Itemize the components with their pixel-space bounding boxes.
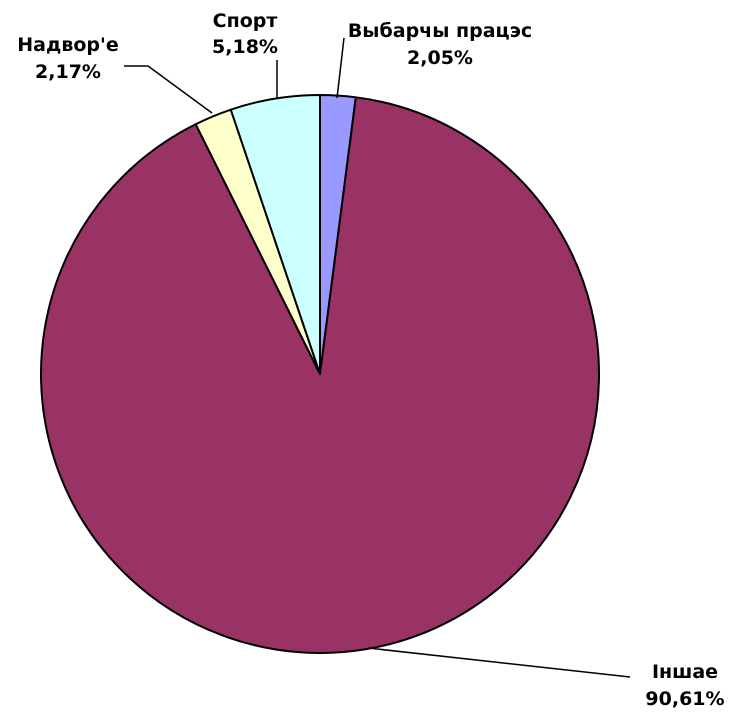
slice-inshae	[40, 96, 600, 654]
slice-value-sport: 5,18%	[212, 36, 278, 58]
leader-line-vybarchy	[336, 37, 345, 99]
slice-value-vybarchy: 2,05%	[407, 47, 473, 69]
pie-slices	[40, 94, 600, 654]
slice-value-inshae: 90,61%	[645, 688, 724, 710]
leader-line-nadvore	[124, 65, 213, 114]
slice-label-vybarchy: Выбарчы працэс	[348, 20, 532, 42]
slice-label-nadvore: Надвор'е	[17, 34, 118, 56]
leader-lines	[124, 37, 631, 678]
slice-label-sport: Спорт	[213, 10, 278, 32]
leader-line-inshae	[367, 647, 631, 678]
slice-sport	[229, 94, 321, 375]
slice-value-nadvore: 2,17%	[35, 61, 101, 83]
slice-labels: Выбарчы працэс 2,05% Іншае 90,61% Надвор…	[17, 10, 724, 710]
slice-label-inshae: Іншае	[652, 661, 718, 683]
